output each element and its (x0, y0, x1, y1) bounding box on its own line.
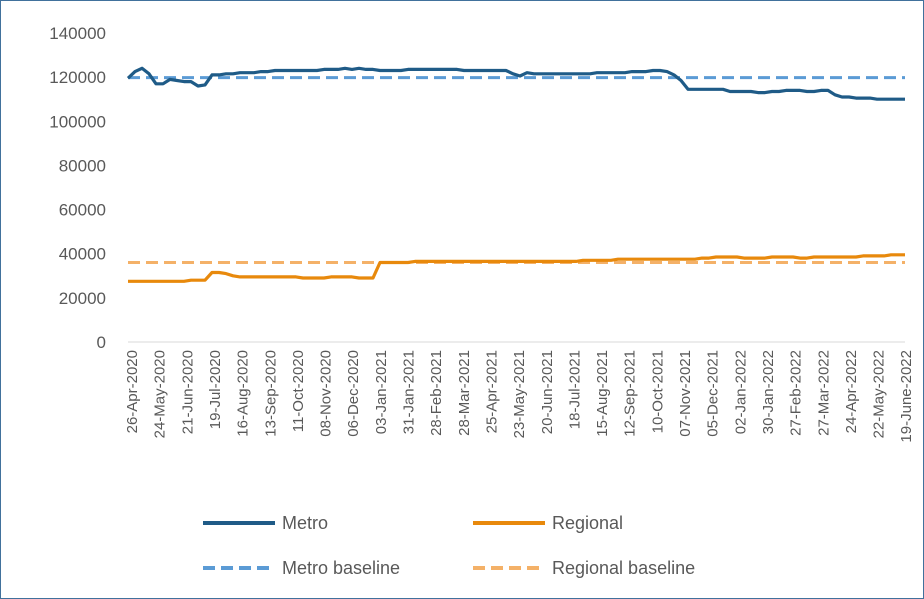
x-tick-label: 13-Sep-2020 (262, 350, 279, 437)
x-tick-label: 02-Jan-2022 (732, 350, 749, 434)
x-tick-label: 12-Sep-2021 (622, 350, 639, 437)
y-axis-tick-labels: 0 20000 40000 60000 80000 100000 120000 140000 (49, 24, 106, 352)
x-tick-label: 27-Mar-2022 (815, 350, 832, 436)
legend-label: Regional (552, 513, 623, 533)
x-tick-label: 05-Dec-2021 (705, 350, 722, 437)
x-tick-label: 22-May-2022 (871, 350, 888, 438)
x-tick-label: 24-Apr-2022 (843, 350, 860, 433)
y-tick-label: 140000 (49, 24, 106, 43)
x-tick-label: 23-May-2021 (511, 350, 528, 438)
y-tick-label: 40000 (59, 245, 106, 264)
y-tick-label: 0 (97, 333, 106, 352)
x-tick-label: 20-Jun-2021 (539, 350, 556, 434)
x-tick-label: 16-Aug-2020 (235, 350, 252, 437)
regional-series-line (128, 253, 905, 283)
x-tick-label: 19-Jul-2020 (207, 350, 224, 429)
legend-label: Metro baseline (282, 558, 400, 578)
x-tick-label: 07-Nov-2021 (677, 350, 694, 437)
x-tick-label: 24-May-2020 (152, 350, 169, 438)
y-tick-label: 100000 (49, 112, 106, 131)
x-tick-label: 03-Jan-2021 (373, 350, 390, 434)
legend-label: Regional baseline (552, 558, 695, 578)
x-axis-tick-labels: 26-Apr-2020 24-May-2020 21-Jun-2020 19-Jul-… (124, 350, 915, 443)
x-tick-label: 26-Apr-2020 (124, 350, 141, 433)
x-tick-label: 28-Mar-2021 (456, 350, 473, 436)
metro-series-line (126, 66, 905, 101)
x-tick-label: 18-Jul-2021 (566, 350, 583, 429)
x-tick-label: 08-Nov-2020 (318, 350, 335, 437)
x-tick-label: 31-Jan-2021 (401, 350, 418, 434)
x-tick-label: 28-Feb-2021 (428, 350, 445, 436)
y-tick-label: 20000 (59, 289, 106, 308)
x-tick-label: 21-Jun-2020 (179, 350, 196, 434)
x-tick-label: 06-Dec-2020 (345, 350, 362, 437)
y-tick-label: 80000 (59, 156, 106, 175)
x-tick-label: 30-Jan-2022 (760, 350, 777, 434)
y-tick-label: 60000 (59, 201, 106, 220)
x-tick-label: 19-June-2022 (898, 350, 915, 443)
y-tick-label: 120000 (49, 68, 106, 87)
series-layer (126, 66, 905, 283)
x-tick-label: 10-Oct-2021 (649, 350, 666, 433)
x-tick-label: 27-Feb-2022 (788, 350, 805, 436)
legend: Metro Regional Metro baseline Regional base… (203, 513, 695, 578)
x-tick-label: 11-Oct-2020 (290, 350, 307, 432)
x-tick-label: 15-Aug-2021 (594, 350, 611, 437)
legend-label: Metro (282, 513, 328, 533)
x-tick-label: 25-Apr-2021 (483, 350, 500, 433)
